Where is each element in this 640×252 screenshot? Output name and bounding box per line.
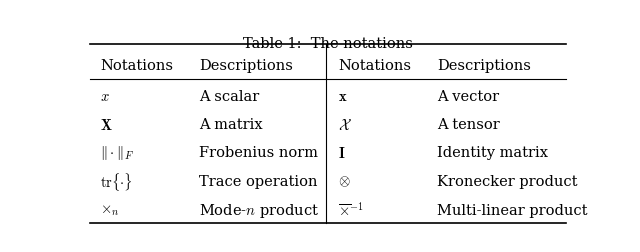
Text: Multi-linear product: Multi-linear product [437,203,588,217]
Text: Descriptions: Descriptions [437,59,531,73]
Text: Descriptions: Descriptions [199,59,293,73]
Text: $x$: $x$ [100,90,109,104]
Text: Notations: Notations [338,59,411,73]
Text: $\overline{\times}^{-1}$: $\overline{\times}^{-1}$ [338,201,364,219]
Text: Mode-$n$ product: Mode-$n$ product [199,201,319,219]
Text: $\mathcal{X}$: $\mathcal{X}$ [338,117,352,132]
Text: A scalar: A scalar [199,90,259,104]
Text: $\mathrm{tr}\{\cdot\}$: $\mathrm{tr}\{\cdot\}$ [100,170,132,192]
Text: A matrix: A matrix [199,118,262,132]
Text: Frobenius norm: Frobenius norm [199,146,318,160]
Text: Identity matrix: Identity matrix [437,146,548,160]
Text: Table 1:  The notations: Table 1: The notations [243,37,413,50]
Text: $\mathbf{x}$: $\mathbf{x}$ [338,90,348,104]
Text: A tensor: A tensor [437,118,500,132]
Text: $\otimes$: $\otimes$ [338,174,351,188]
Text: Kronecker product: Kronecker product [437,174,578,188]
Text: $\|\cdot\|_F$: $\|\cdot\|_F$ [100,144,134,162]
Text: Trace operation: Trace operation [199,174,317,188]
Text: Notations: Notations [100,59,173,73]
Text: $\mathbf{X}$: $\mathbf{X}$ [100,117,113,132]
Text: $\mathbf{I}$: $\mathbf{I}$ [338,145,346,160]
Text: A vector: A vector [437,90,499,104]
Text: $\times_n$: $\times_n$ [100,203,120,217]
